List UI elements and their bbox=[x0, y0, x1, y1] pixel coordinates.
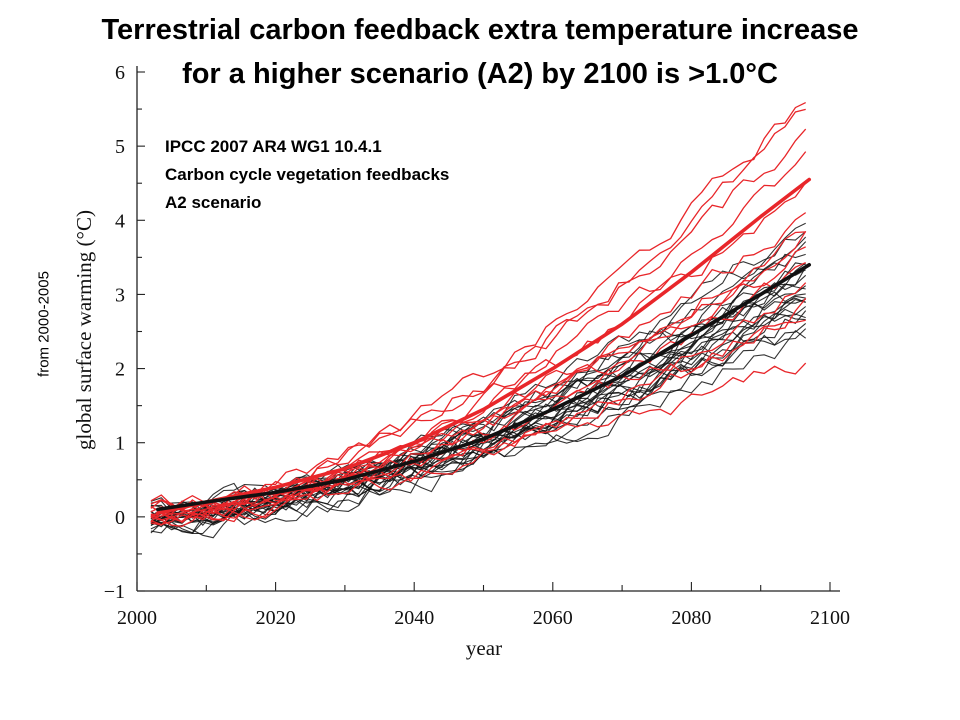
ensemble-black-line-10 bbox=[150, 262, 807, 510]
x-tick-label: 2080 bbox=[671, 607, 711, 629]
ensemble-red-line-9 bbox=[150, 246, 806, 526]
x-axis-label: year bbox=[466, 636, 502, 660]
ensemble-red-line-8 bbox=[150, 230, 807, 526]
x-tick-label: 2100 bbox=[810, 607, 850, 629]
annotation-line-1: IPCC 2007 AR4 WG1 10.4.1 bbox=[165, 137, 382, 156]
ensemble-black-line-8 bbox=[150, 262, 806, 524]
x-tick-label: 2000 bbox=[117, 607, 157, 629]
y-tick-label: 4 bbox=[115, 210, 125, 232]
chart-ticks: −1 0 1 2 3 4 5 6 2000 2020 2040 2060 2080 2100 bbox=[104, 62, 850, 629]
chart-axes bbox=[136, 66, 840, 592]
ensemble-red-line-2 bbox=[150, 108, 806, 515]
chart-title-line-1: Terrestrial carbon feedback extra temper… bbox=[101, 14, 859, 46]
mean-lines bbox=[156, 177, 811, 515]
y-tick-label: 0 bbox=[115, 507, 125, 529]
ensemble-black-line-5 bbox=[150, 236, 807, 528]
ensemble-red-line-11 bbox=[150, 282, 807, 511]
x-tick-label: 2040 bbox=[394, 607, 434, 629]
mean-line-black bbox=[156, 263, 811, 512]
ensemble-red-line-10 bbox=[150, 262, 806, 523]
x-tick-label: 2060 bbox=[533, 607, 573, 629]
y-axis-label: global surface warming (°C) bbox=[72, 210, 96, 450]
ensemble-black-line-4 bbox=[150, 241, 807, 521]
y-tick-label: 3 bbox=[115, 284, 125, 306]
y-tick-label: 6 bbox=[115, 62, 125, 84]
chart-title: Terrestrial carbon feedback extra temper… bbox=[0, 8, 960, 96]
annotation-line-2: Carbon cycle vegetation feedbacks bbox=[165, 165, 450, 184]
chart-title-line-2: for a higher scenario (A2) by 2100 is >1… bbox=[182, 58, 778, 90]
ensemble-black-line-24 bbox=[150, 329, 807, 534]
ensemble-black-lines bbox=[150, 222, 807, 539]
y-tick-label: 1 bbox=[115, 433, 125, 455]
annotation-box: IPCC 2007 AR4 WG1 10.4.1 Carbon cycle ve… bbox=[165, 133, 449, 217]
annotation-line-3: A2 scenario bbox=[165, 193, 262, 212]
x-tick-label: 2020 bbox=[256, 607, 296, 629]
ensemble-black-line-11 bbox=[150, 285, 807, 519]
side-note-text: from 2000-2005 bbox=[35, 271, 53, 377]
mean-line-red bbox=[156, 177, 811, 515]
ensemble-red-line-13 bbox=[150, 319, 806, 523]
y-tick-label: −1 bbox=[104, 581, 125, 603]
y-tick-label: 2 bbox=[115, 359, 125, 381]
y-tick-label: 5 bbox=[115, 136, 125, 158]
